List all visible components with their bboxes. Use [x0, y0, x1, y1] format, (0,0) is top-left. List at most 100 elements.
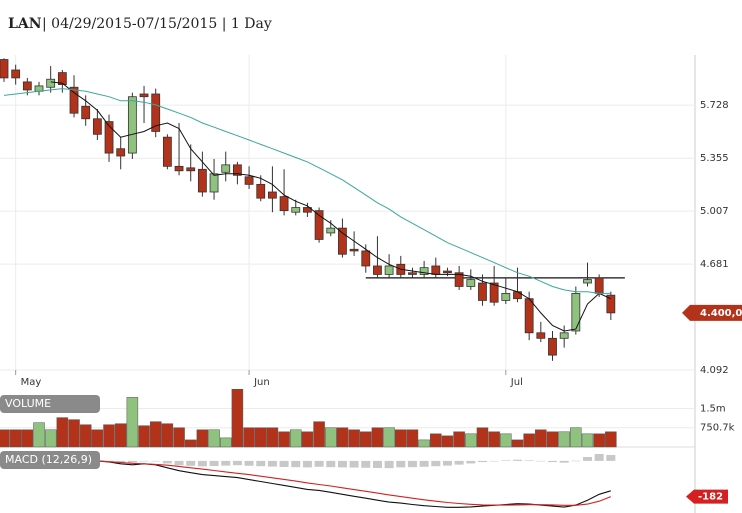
volume-bar	[0, 429, 10, 448]
macd-histogram-bar	[559, 460, 569, 463]
macd-histogram-bar	[267, 460, 277, 467]
panel-label-box	[0, 395, 100, 413]
volume-bar	[558, 431, 570, 448]
y-tick-label: 4.681	[700, 259, 729, 270]
volume-bar	[56, 417, 69, 448]
macd-histogram-bar	[244, 460, 254, 466]
volume-bar	[313, 421, 325, 448]
volume-bar	[231, 388, 244, 448]
volume-bar	[149, 421, 162, 448]
macd-histogram-bar	[454, 460, 464, 465]
price-label-text: 4.400,00	[700, 308, 742, 319]
macd-histogram-bar	[606, 455, 616, 461]
candle-body	[92, 118, 102, 135]
volume-bar	[278, 431, 290, 448]
candle-body	[11, 69, 21, 79]
candle-body	[314, 210, 324, 240]
volume-bar	[208, 429, 220, 448]
candle-body	[46, 78, 56, 88]
volume-bar	[336, 427, 349, 448]
candle-body	[431, 265, 441, 275]
macd-histogram-bar	[221, 460, 231, 466]
volume-bar	[605, 431, 617, 448]
candle-body	[454, 272, 464, 287]
macd-histogram-bar	[419, 460, 429, 467]
volume-bar	[418, 439, 430, 448]
macd-histogram-bar	[536, 460, 546, 462]
macd-histogram-bar	[314, 460, 324, 467]
volume-bar	[126, 397, 139, 448]
candle-body	[291, 207, 301, 213]
macd-histogram-bar	[524, 460, 534, 461]
candle-body	[221, 164, 231, 173]
candle-body	[548, 337, 557, 356]
macd-line	[97, 460, 611, 508]
candle-body	[0, 59, 9, 79]
candle-body	[571, 293, 581, 332]
volume-bar	[21, 429, 34, 448]
chart-title: LAN	[8, 16, 42, 32]
volume-bar	[325, 427, 337, 448]
volume-bar	[465, 433, 477, 448]
candle-body	[104, 121, 114, 154]
candle-body	[127, 96, 137, 154]
candle-body	[209, 173, 219, 193]
volume-bar	[196, 429, 209, 448]
volume-bar	[371, 427, 384, 448]
volume-bar	[500, 433, 512, 448]
volume-bar	[68, 419, 80, 448]
macd-histogram-bar	[501, 460, 511, 461]
volume-bar	[488, 431, 500, 448]
volume-bar	[453, 431, 465, 448]
volume-bar	[103, 424, 115, 448]
candle-body	[151, 93, 161, 132]
macd-histogram-bar	[326, 460, 336, 468]
macd-histogram-bar	[372, 460, 382, 468]
panel-label: MACD (12,26,9)	[5, 453, 92, 466]
volume-bar	[161, 423, 174, 448]
volume-bar	[138, 425, 150, 448]
moving-average-line	[50, 81, 612, 332]
macd-label-text: -182	[698, 492, 723, 503]
volume-bar	[535, 429, 547, 448]
candle-body	[338, 227, 347, 255]
candle-body	[326, 227, 336, 234]
volume-bar	[593, 433, 605, 448]
macd-histogram-bar	[361, 460, 371, 468]
candle-body	[268, 191, 277, 199]
volume-bar	[290, 429, 302, 448]
macd-histogram-bar	[104, 460, 114, 462]
volume-bar	[44, 429, 57, 448]
candle-body	[361, 250, 371, 267]
candle-body	[69, 86, 79, 114]
macd-histogram-bar	[291, 460, 301, 468]
y-tick-label: 5.007	[700, 206, 729, 217]
y-tick-label: 5.728	[700, 100, 729, 111]
candle-body	[419, 267, 429, 275]
macd-histogram-bar	[571, 460, 581, 462]
candle-body	[256, 183, 266, 199]
volume-bar	[570, 427, 582, 448]
candle-body	[408, 272, 417, 275]
volume-bar	[581, 433, 594, 448]
macd-label-box	[686, 489, 728, 504]
y-tick-label: 750.7k	[700, 423, 735, 434]
candle-body	[489, 282, 499, 303]
candle-body	[232, 164, 242, 176]
volume-bar	[430, 433, 442, 448]
macd-histogram-bar	[583, 456, 592, 461]
macd-histogram-bar	[174, 460, 184, 466]
volume-bar	[546, 431, 559, 448]
macd-histogram-bar	[349, 460, 359, 468]
candle-body	[116, 148, 126, 157]
x-tick-label: Jul	[510, 377, 523, 388]
volume-bar	[243, 427, 255, 448]
moving-average-line	[3, 88, 611, 294]
macd-histogram-bar	[431, 460, 441, 467]
volume-bar	[441, 435, 454, 448]
candle-body	[139, 93, 149, 98]
candle-body	[244, 176, 254, 185]
x-tick-label: Jun	[253, 377, 270, 388]
candle-body	[186, 167, 196, 172]
